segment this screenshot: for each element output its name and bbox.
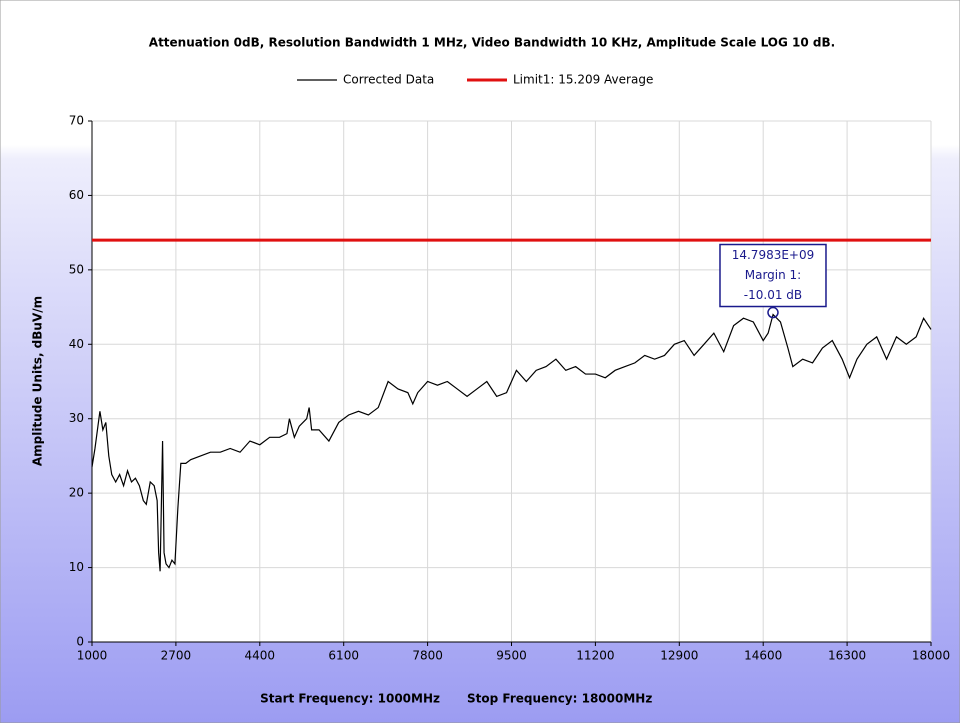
x-tick-label: 11200 [576, 649, 614, 663]
y-tick-label: 40 [69, 337, 84, 351]
legend-label: Limit1: 15.209 Average [513, 73, 653, 87]
x-tick-label: 16300 [828, 649, 866, 663]
y-tick-label: 50 [69, 262, 84, 276]
x-tick-label: 7800 [412, 649, 443, 663]
x-axis-label: Stop Frequency: 18000MHz [467, 692, 652, 706]
annotation-text: Margin 1: [745, 268, 801, 282]
x-tick-label: 12900 [660, 649, 698, 663]
annotation-text: -10.01 dB [744, 288, 802, 302]
y-tick-label: 70 [69, 114, 84, 128]
chart-title: Attenuation 0dB, Resolution Bandwidth 1 … [149, 36, 835, 50]
x-tick-label: 2700 [161, 649, 192, 663]
y-axis-label: Amplitude Units, dBuV/m [31, 296, 45, 466]
x-tick-label: 4400 [245, 649, 276, 663]
y-tick-label: 60 [69, 188, 84, 202]
data-line [91, 313, 932, 572]
y-tick-label: 0 [76, 635, 84, 649]
y-tick-label: 20 [69, 486, 84, 500]
legend-label: Corrected Data [343, 73, 434, 87]
x-tick-label: 1000 [77, 649, 108, 663]
x-tick-label: 9500 [496, 649, 527, 663]
x-tick-label: 18000 [912, 649, 950, 663]
y-tick-label: 10 [69, 560, 84, 574]
x-tick-label: 14600 [744, 649, 782, 663]
x-axis-label: Start Frequency: 1000MHz [260, 692, 440, 706]
x-tick-label: 6100 [328, 649, 359, 663]
annotation-text: 14.7983E+09 [732, 248, 815, 262]
annotation-box [719, 243, 827, 308]
y-tick-label: 30 [69, 411, 84, 425]
annotation-marker [767, 306, 779, 319]
